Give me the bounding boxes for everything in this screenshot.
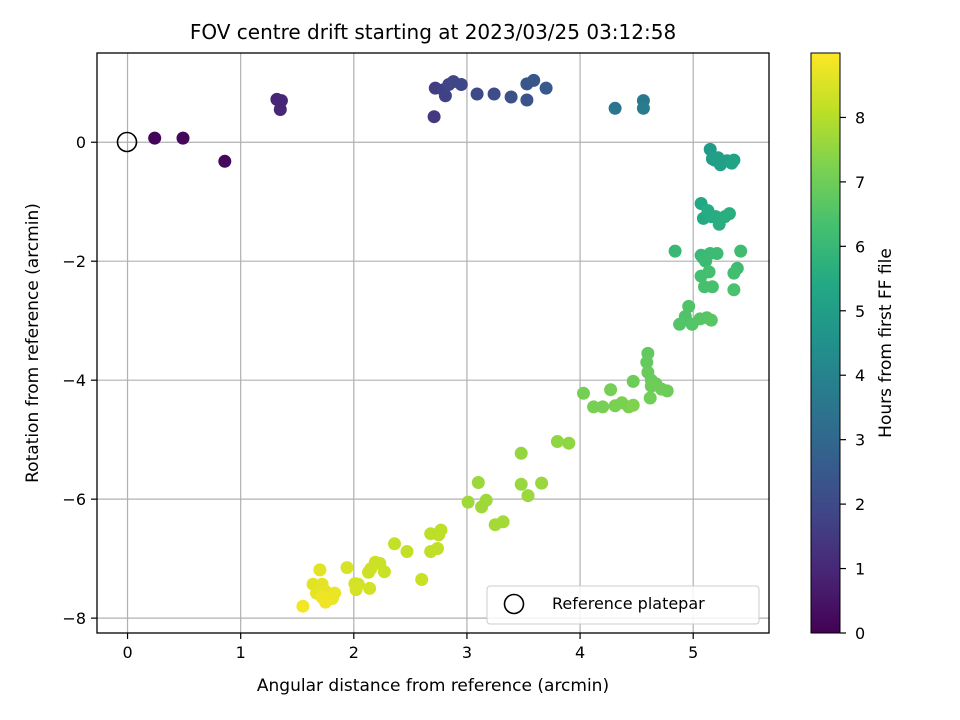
data-point xyxy=(604,383,618,397)
y-axis-label: Rotation from reference (arcmin) xyxy=(23,203,43,483)
data-point xyxy=(427,110,441,124)
data-point xyxy=(176,131,190,145)
data-point xyxy=(148,131,162,145)
grid-lines xyxy=(97,53,769,633)
data-point xyxy=(539,81,553,95)
x-tick-label: 2 xyxy=(349,643,359,662)
data-point xyxy=(587,400,601,414)
legend-entry-reference: Reference platepar xyxy=(552,594,705,613)
data-point xyxy=(438,89,452,103)
data-point xyxy=(296,599,310,613)
data-point xyxy=(660,384,674,398)
data-point xyxy=(521,489,535,503)
chart-title: FOV centre drift starting at 2023/03/25 … xyxy=(190,20,676,44)
data-point xyxy=(514,446,528,460)
data-point xyxy=(734,244,748,258)
data-point xyxy=(315,590,329,604)
data-point xyxy=(710,247,724,260)
data-point xyxy=(377,565,391,579)
data-point xyxy=(471,476,485,489)
data-point xyxy=(673,317,687,331)
data-point xyxy=(434,523,448,537)
x-tick-label: 0 xyxy=(122,643,132,662)
data-point xyxy=(349,583,363,597)
y-axis-ticks: −8 −6 −4 −2 0 xyxy=(62,133,97,628)
data-point xyxy=(487,87,501,101)
data-point xyxy=(218,154,232,168)
data-point xyxy=(363,581,377,595)
data-point xyxy=(705,280,719,294)
data-point xyxy=(400,545,414,558)
reference-point-marker xyxy=(116,131,138,153)
data-point xyxy=(704,313,718,327)
x-tick-label: 4 xyxy=(575,643,585,662)
data-point xyxy=(514,477,528,491)
x-tick-label: 3 xyxy=(462,643,472,662)
x-tick-label: 1 xyxy=(236,643,246,662)
colorbar-tick-label: 6 xyxy=(855,237,865,256)
data-point xyxy=(727,283,741,297)
data-point xyxy=(496,515,510,529)
data-point xyxy=(577,386,590,400)
colorbar-tick-label: 0 xyxy=(855,624,865,643)
data-point xyxy=(415,573,429,586)
data-point xyxy=(727,266,741,280)
data-point xyxy=(550,435,564,448)
data-point xyxy=(722,207,736,221)
colorbar-tick-label: 4 xyxy=(855,366,865,385)
data-point xyxy=(596,400,610,414)
colorbar-tick-label: 5 xyxy=(855,302,865,321)
data-point xyxy=(668,244,682,258)
data-point xyxy=(454,78,468,91)
x-axis-label: Angular distance from reference (arcmin) xyxy=(257,676,609,696)
legend-marker-reference xyxy=(503,593,525,615)
data-point xyxy=(702,265,716,279)
data-point xyxy=(313,563,327,577)
data-point xyxy=(682,299,696,313)
colorbar xyxy=(810,52,841,634)
y-tick-label: 0 xyxy=(76,133,86,152)
y-tick-label: −2 xyxy=(62,252,86,271)
data-point xyxy=(527,73,541,87)
x-tick-label: 5 xyxy=(688,643,698,662)
data-point xyxy=(461,495,475,509)
data-point xyxy=(535,476,549,490)
data-point xyxy=(640,355,654,369)
data-point xyxy=(504,90,518,104)
y-tick-label: −6 xyxy=(62,490,86,509)
plot-frame xyxy=(96,52,770,634)
data-point xyxy=(340,561,354,575)
x-axis-ticks: 0 1 2 3 4 5 xyxy=(122,633,698,662)
data-point xyxy=(562,436,576,450)
data-point xyxy=(626,398,640,412)
data-point xyxy=(643,391,657,405)
colorbar-tick-label: 3 xyxy=(855,431,865,450)
data-point xyxy=(431,542,444,555)
y-tick-label: −4 xyxy=(62,371,86,390)
colorbar-tick-label: 1 xyxy=(855,560,865,579)
data-point xyxy=(636,101,650,115)
legend-frame xyxy=(486,585,760,625)
colorbar-ticks: 0 1 2 3 4 5 6 7 8 xyxy=(840,108,865,643)
data-point xyxy=(479,493,493,507)
colorbar-tick-label: 8 xyxy=(855,108,865,127)
colorbar-label: Hours from first FF file xyxy=(876,248,896,438)
data-point xyxy=(626,374,640,388)
data-point xyxy=(520,93,534,107)
data-point xyxy=(644,379,658,393)
y-tick-label: −8 xyxy=(62,609,86,628)
data-point xyxy=(273,103,287,116)
data-point xyxy=(362,565,375,579)
legend: Reference platepar xyxy=(486,585,760,625)
data-point xyxy=(388,537,401,551)
scatter-points xyxy=(148,73,748,613)
data-point xyxy=(727,153,741,167)
data-point xyxy=(608,101,622,115)
data-point xyxy=(470,87,484,101)
colorbar-tick-label: 2 xyxy=(855,495,865,514)
colorbar-tick-label: 7 xyxy=(855,173,865,192)
